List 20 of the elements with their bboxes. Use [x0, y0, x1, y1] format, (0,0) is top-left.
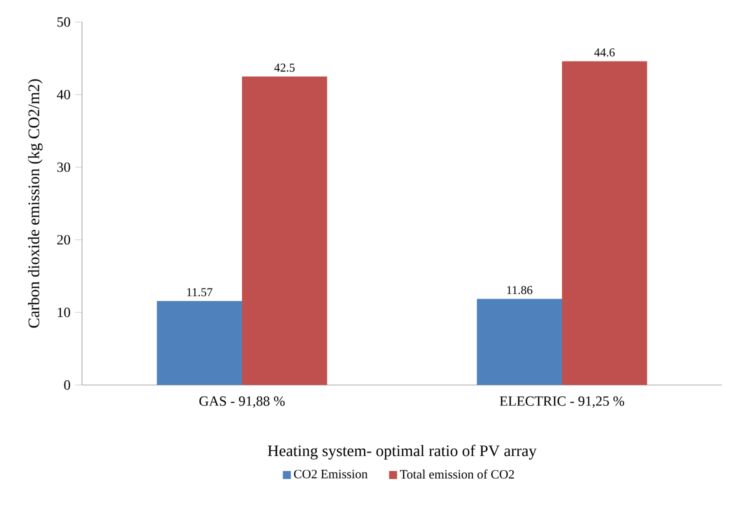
x-tick-label: GAS - 91,88 % [199, 396, 285, 408]
data-label: 11.57 [187, 288, 212, 296]
data-label: 44.6 [594, 48, 615, 56]
data-label: 11.86 [507, 286, 532, 294]
legend-label: Total emission of CO2 [400, 470, 514, 479]
y-tick-label: 50 [57, 17, 70, 27]
bar [156, 300, 242, 385]
bar [242, 76, 328, 385]
bar [562, 61, 648, 385]
x-tick-label: ELECTRIC - 91,25 % [500, 396, 624, 408]
legend-label: CO2 Emission [294, 470, 368, 478]
y-tick-label: 40 [56, 90, 70, 100]
y-tick-label: 10 [58, 308, 70, 318]
y-tick-label: 20 [57, 235, 70, 245]
data-label: 42.5 [274, 64, 295, 72]
y-tick-label: 30 [57, 162, 70, 172]
y-axis-title: Carbon dioxide emission (kg CO2/m2) [28, 79, 43, 328]
x-axis-title: Heating system- optimal ratio of PV array [268, 444, 537, 460]
bar [476, 298, 562, 385]
y-tick-label: 0 [64, 380, 70, 390]
